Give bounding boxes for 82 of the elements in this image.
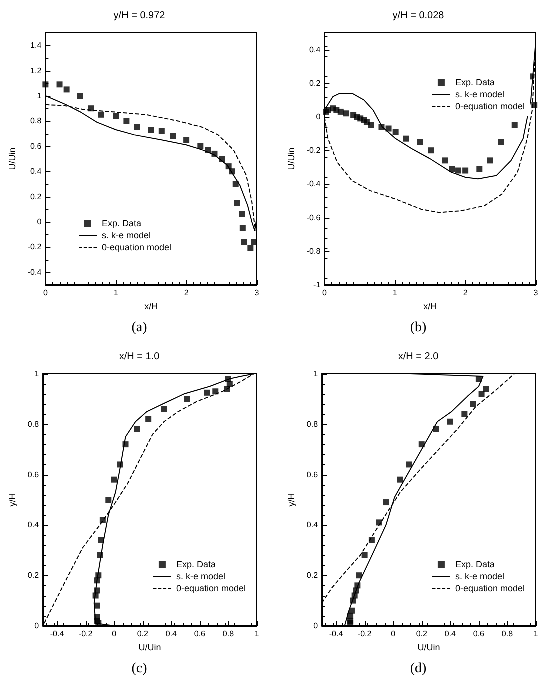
text: (b): [410, 320, 427, 336]
y-tick-label: 0.6: [30, 142, 42, 151]
x-tick-label: 0.8: [222, 630, 235, 638]
x-tick-label: -0.4: [50, 630, 65, 638]
x-tick-label: 3: [534, 288, 539, 298]
y-tick-label: 1: [37, 92, 42, 100]
x-tick-label: 1: [254, 630, 260, 638]
y-tick-label: 0.2: [30, 192, 42, 202]
x-tick-label: -0.2: [358, 630, 372, 638]
y-axis-title: y/H: [8, 493, 18, 507]
x-tick-label: 0.2: [137, 630, 149, 638]
chart-title: x/H = 2.0: [398, 352, 440, 362]
x-tick-label: 0: [112, 630, 118, 638]
legend-label: Exp. Data: [455, 560, 495, 570]
chart-title: y/H = 0.972: [114, 10, 166, 22]
x-tick-label: 1: [114, 288, 119, 298]
y-tick-label: 1.4: [30, 41, 42, 50]
y-tick-label: 0.2: [28, 571, 40, 580]
x-tick-label: 0: [43, 288, 48, 298]
y-tick-label: 0.4: [30, 167, 42, 176]
chart-title: y/H = 0.028: [392, 10, 445, 22]
x-tick-label: 1: [392, 288, 398, 298]
y-tick-label: 0: [316, 112, 322, 122]
x-axis-title: x/H: [424, 301, 438, 312]
x-tick-label: -0.4: [329, 630, 344, 638]
y-tick-label: 0.8: [30, 116, 42, 126]
y-tick-label: -0.6: [306, 213, 322, 222]
y-axis-title: U/Uin: [286, 148, 296, 170]
y-tick-label: 0.6: [28, 470, 40, 480]
x-tick-label: 0.4: [444, 630, 457, 638]
y-tick-label: 0.8: [306, 420, 319, 429]
text: (a): [132, 320, 148, 336]
y-tick-label: 0: [314, 622, 319, 630]
y-tick-label: -0.2: [28, 242, 42, 252]
y-tick-label: 0.8: [28, 420, 40, 429]
y-tick-label: 1: [34, 370, 40, 378]
chart-title: x/H = 1.0: [119, 352, 160, 362]
y-tick-label: -0.8: [306, 246, 322, 256]
x-tick-label: 0.6: [473, 630, 486, 638]
legend-label: Exp. Data: [102, 218, 142, 228]
x-tick-label: 0.2: [416, 630, 428, 638]
legend-label: 0-equation model: [102, 242, 172, 252]
y-tick-label: -0.4: [28, 268, 42, 277]
x-tick-label: 0.8: [502, 630, 514, 638]
y-tick-label: -0.2: [306, 146, 322, 156]
legend-label: Exp. Data: [176, 560, 216, 570]
x-tick-label: -0.2: [78, 630, 94, 638]
y-axis-title: y/H: [286, 493, 296, 507]
y-axis-title: U/Uin: [8, 148, 18, 170]
y-tick-label: 0: [37, 218, 42, 226]
legend-label: s. k-e model: [102, 230, 152, 240]
x-axis-title: x/H: [144, 301, 158, 312]
text: (c): [132, 662, 148, 676]
y-tick-label: -0.4: [306, 180, 322, 189]
text: (d): [410, 662, 427, 676]
legend-label: Exp. Data: [455, 78, 495, 88]
legend-label: 0-equation model: [176, 584, 246, 594]
x-tick-label: 0.6: [194, 630, 206, 638]
y-tick-label: 1.2: [30, 66, 42, 76]
x-axis-title: U/Uin: [418, 642, 440, 652]
y-tick-label: 0: [34, 622, 40, 630]
y-tick-label: 0.2: [306, 571, 319, 580]
x-tick-label: 2: [463, 288, 468, 298]
y-tick-label: 1: [314, 370, 319, 378]
y-tick-label: 0.4: [310, 45, 322, 54]
y-tick-label: 0.4: [28, 520, 40, 530]
legend-label: 0-equation model: [455, 102, 526, 112]
y-tick-label: 0.2: [310, 78, 322, 88]
x-tick-label: 3: [254, 288, 260, 298]
x-tick-label: 2: [184, 288, 190, 298]
y-tick-label: 0.6: [306, 470, 319, 480]
y-tick-label: -1: [314, 280, 322, 290]
x-tick-label: 0: [391, 630, 396, 638]
x-axis-title: U/Uin: [138, 642, 162, 652]
y-tick-label: 0.4: [306, 520, 319, 530]
legend-label: 0-equation model: [455, 584, 526, 594]
x-tick-label: 1: [534, 630, 539, 638]
x-tick-label: 0: [322, 288, 328, 298]
x-tick-label: 0.4: [166, 630, 178, 638]
legend-label: s. k-e model: [455, 572, 504, 582]
legend-label: s. k-e model: [176, 572, 226, 582]
legend-label: s. k-e model: [455, 90, 504, 100]
